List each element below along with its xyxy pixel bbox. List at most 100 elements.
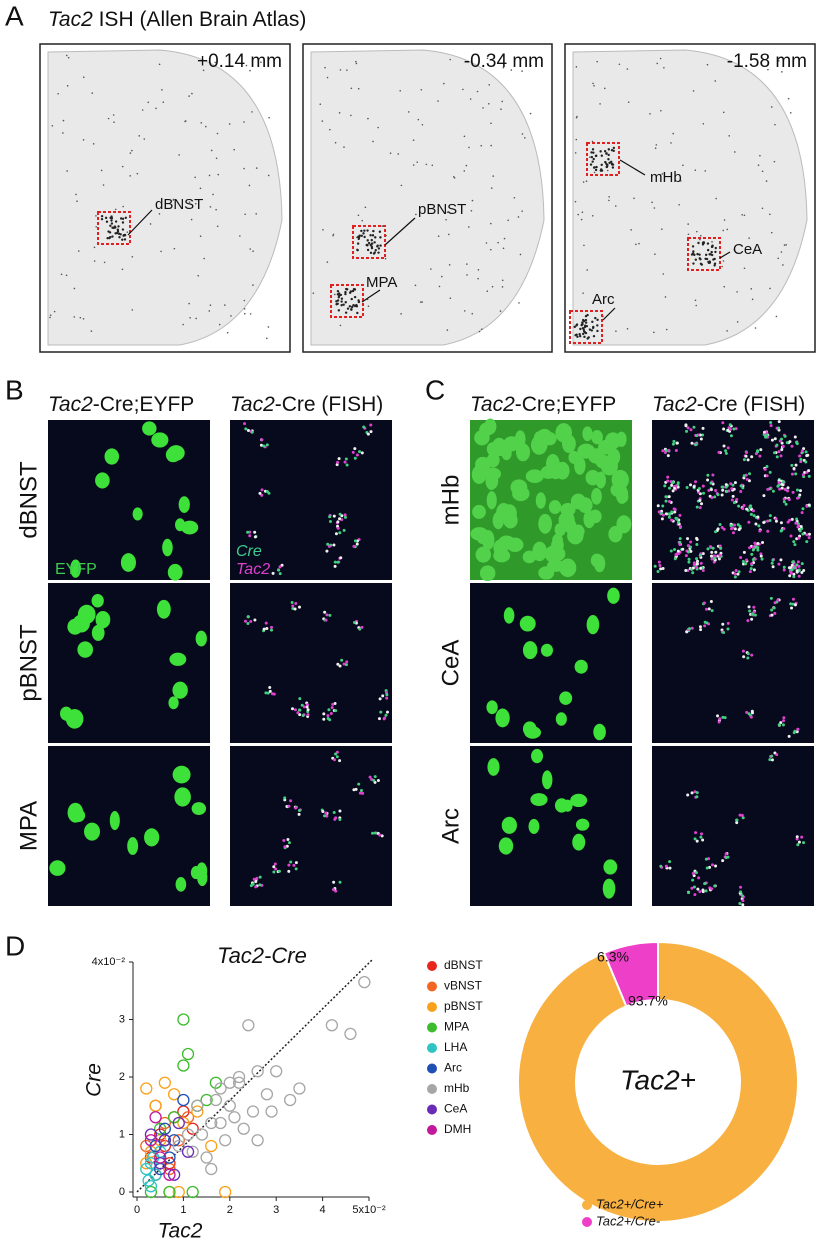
- puncta: [673, 510, 677, 514]
- puncta: [691, 566, 695, 570]
- puncta: [724, 483, 728, 487]
- speckle: [62, 132, 64, 134]
- cell: [162, 538, 173, 557]
- speckle: [599, 103, 601, 105]
- speckle: [466, 274, 468, 276]
- signal: [596, 324, 599, 327]
- speckle: [463, 310, 466, 312]
- speckle: [490, 122, 492, 125]
- puncta: [706, 473, 710, 477]
- puncta: [705, 621, 709, 625]
- puncta: [679, 525, 683, 529]
- puncta: [371, 831, 375, 835]
- cell: [588, 509, 602, 524]
- puncta: [681, 547, 685, 551]
- puncta: [720, 525, 724, 529]
- gene: Tac2: [470, 393, 515, 416]
- signal: [365, 243, 368, 247]
- puncta: [675, 517, 679, 521]
- speckle: [75, 193, 77, 196]
- signal: [589, 163, 593, 166]
- puncta: [797, 536, 801, 540]
- point: [251, 1065, 264, 1078]
- speckle: [266, 337, 268, 340]
- cell: [144, 828, 160, 847]
- speckle: [659, 57, 662, 60]
- puncta: [695, 434, 699, 438]
- cell: [560, 503, 576, 517]
- puncta: [355, 453, 359, 457]
- speckle: [662, 273, 665, 275]
- puncta: [342, 528, 346, 532]
- speckle: [497, 241, 499, 244]
- speckle: [653, 331, 655, 334]
- puncta: [800, 571, 804, 575]
- puncta: [750, 562, 754, 566]
- puncta: [725, 490, 729, 494]
- puncta: [779, 454, 783, 458]
- speckle: [416, 161, 419, 163]
- speckle: [184, 120, 187, 122]
- cell: [535, 492, 546, 509]
- speckle: [694, 299, 697, 302]
- puncta: [332, 543, 336, 547]
- puncta: [699, 628, 703, 632]
- point: [177, 1093, 190, 1107]
- speckle: [268, 116, 270, 119]
- puncta: [737, 528, 741, 532]
- puncta: [726, 446, 730, 450]
- puncta: [265, 443, 269, 447]
- legend-swatch: [427, 1104, 437, 1115]
- puncta: [260, 493, 264, 497]
- speckle: [248, 184, 251, 187]
- puncta: [792, 540, 796, 544]
- cell: [486, 700, 498, 715]
- signal: [350, 305, 354, 309]
- cell: [532, 541, 547, 562]
- puncta: [746, 652, 750, 656]
- speckle: [770, 106, 773, 108]
- signal: [340, 297, 344, 300]
- gene: Tac2: [230, 393, 275, 416]
- puncta: [328, 515, 332, 519]
- speckle: [182, 323, 184, 326]
- cell: [167, 563, 183, 581]
- puncta: [708, 545, 712, 549]
- signal: [366, 229, 369, 232]
- cell: [616, 431, 627, 447]
- row-label: CeA: [437, 640, 464, 687]
- signal: [704, 253, 708, 257]
- point: [163, 1168, 176, 1181]
- puncta: [733, 481, 737, 485]
- speckle: [67, 56, 70, 59]
- speckle: [736, 321, 739, 323]
- puncta: [798, 529, 802, 533]
- puncta: [294, 601, 298, 605]
- region-box: [586, 142, 620, 176]
- signal: [583, 335, 586, 339]
- puncta: [361, 791, 365, 795]
- signal: [346, 307, 350, 310]
- puncta: [693, 837, 697, 841]
- speckle: [333, 293, 336, 296]
- signal: [599, 150, 602, 153]
- puncta: [741, 649, 745, 653]
- signal: [372, 229, 375, 233]
- speckle: [722, 229, 725, 232]
- cell: [607, 587, 620, 604]
- signal: [116, 229, 120, 233]
- puncta: [694, 443, 698, 447]
- puncta: [735, 498, 739, 502]
- signal: [607, 148, 610, 151]
- puncta: [776, 598, 780, 602]
- cell: [531, 748, 544, 764]
- puncta: [801, 532, 805, 536]
- signal: [344, 290, 347, 294]
- speckle: [499, 310, 502, 312]
- speckle: [722, 111, 725, 114]
- puncta: [734, 569, 738, 573]
- puncta: [328, 519, 332, 523]
- puncta: [666, 475, 670, 479]
- puncta: [726, 428, 730, 432]
- puncta: [762, 430, 766, 434]
